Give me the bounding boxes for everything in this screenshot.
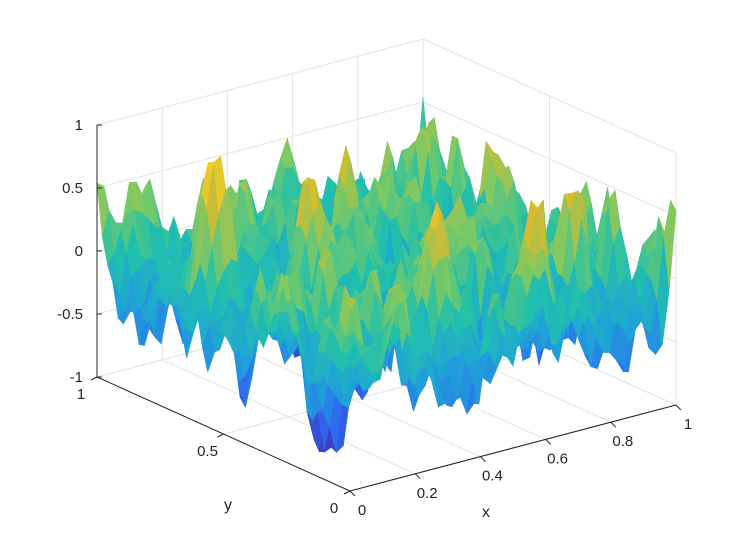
x-axis-line (349, 404, 677, 492)
side-wall-grid-line (422, 101, 677, 217)
x-tick-mark (480, 456, 486, 462)
y-tick-mark (343, 490, 351, 495)
x-tick-label: 0.4 (482, 468, 503, 485)
z-tick-label: 1 (75, 117, 83, 134)
surface (96, 97, 677, 454)
x-tick-mark (675, 404, 682, 411)
z-tick-label: -1 (70, 369, 83, 386)
side-wall-grid-line (422, 38, 677, 154)
z-tick-label: -0.5 (57, 306, 83, 323)
x-tick-label: 0 (358, 502, 366, 519)
x-tick-mark (349, 490, 356, 497)
y-tick-label: 0.5 (197, 443, 218, 460)
y-tick-label: 0 (330, 500, 338, 517)
x-tick-mark (545, 439, 551, 445)
x-tick-label: 0.6 (547, 450, 568, 467)
x-tick-mark (414, 473, 421, 480)
x-tick-label: 1 (684, 416, 692, 433)
y-axis-label: y (224, 497, 232, 514)
back-wall-grid-line (96, 38, 424, 126)
z-tick-label: 0.5 (62, 180, 83, 197)
y-tick-label: 1 (77, 386, 85, 403)
x-tick-mark (610, 421, 617, 428)
y-tick-mark (90, 376, 98, 381)
x-tick-label: 0.8 (612, 433, 633, 450)
x-axis-label: x (482, 504, 490, 521)
back-wall-grid-line (96, 101, 424, 189)
axes (90, 124, 682, 497)
surface-patch (663, 199, 677, 291)
z-tick-label: 0 (75, 243, 83, 260)
x-tick-label: 0.2 (417, 485, 438, 502)
y-tick-mark (217, 433, 224, 438)
